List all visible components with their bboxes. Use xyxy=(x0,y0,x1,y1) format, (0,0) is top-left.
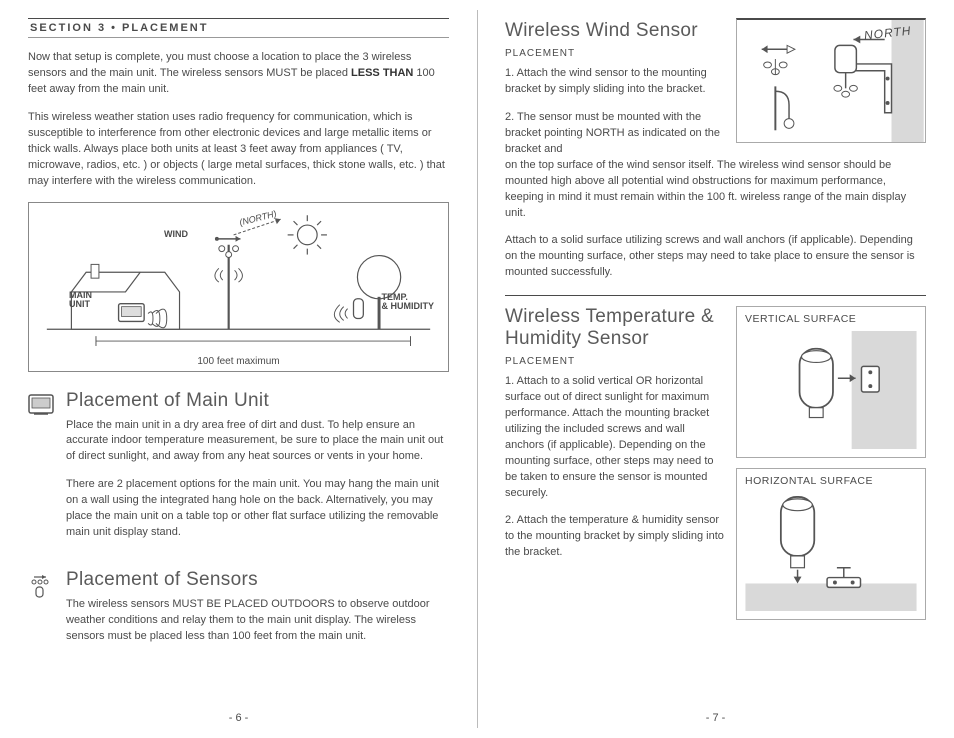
sensors-section: Placement of Sensors The wireless sensor… xyxy=(28,569,449,657)
wind-p2b: on the top surface of the wind sensor it… xyxy=(505,158,926,222)
main-unit-heading: Placement of Main Unit xyxy=(66,390,449,412)
intro1-bold: LESS THAN xyxy=(351,67,413,79)
main-unit-icon xyxy=(28,390,56,554)
temphum-p1: 1. Attach to a solid vertical OR horizon… xyxy=(505,374,724,502)
horizontal-surface-label: HORIZONTAL SURFACE xyxy=(745,475,917,488)
section-header: SECTION 3 • PLACEMENT xyxy=(28,18,449,38)
wind-placement-label: PLACEMENT xyxy=(505,48,724,59)
vertical-surface-label: VERTICAL SURFACE xyxy=(745,313,917,326)
main-unit-p2: There are 2 placement options for the ma… xyxy=(66,477,449,541)
main-unit-p1: Place the main unit in a dry area free o… xyxy=(66,418,449,466)
horizontal-surface-illustration: HORIZONTAL SURFACE xyxy=(736,468,926,620)
temp-humidity-section: Wireless Temperature & Humidity Sensor P… xyxy=(505,306,926,620)
sensors-icon xyxy=(28,569,56,657)
main-unit-section: Placement of Main Unit Place the main un… xyxy=(28,390,449,554)
temphum-placement-label: PLACEMENT xyxy=(505,356,724,367)
diagram-distance-label: 100 feet maximum xyxy=(29,356,448,367)
wind-p1: 1. Attach the wind sensor to the mountin… xyxy=(505,66,724,98)
diagram-mainunit-label: MAIN UNIT xyxy=(69,291,92,311)
page-right: Wireless Wind Sensor PLACEMENT 1. Attach… xyxy=(477,0,954,738)
diagram-temp-label: TEMP. & HUMIDITY xyxy=(382,293,435,313)
vertical-surface-illustration: VERTICAL SURFACE xyxy=(736,306,926,458)
temphum-p2: 2. Attach the temperature & humidity sen… xyxy=(505,513,724,561)
sensors-p1: The wireless sensors MUST BE PLACED OUTD… xyxy=(66,597,449,645)
intro-paragraph-2: This wireless weather station uses radio… xyxy=(28,110,449,190)
wind-p2a: 2. The sensor must be mounted with the b… xyxy=(505,110,724,158)
sensors-heading: Placement of Sensors xyxy=(66,569,449,591)
wind-p3: Attach to a solid surface utilizing scre… xyxy=(505,233,926,281)
section-divider xyxy=(505,295,926,296)
placement-diagram: WIND (NORTH) MAIN UNIT TEMP. & HUMIDITY … xyxy=(28,202,449,372)
wind-heading: Wireless Wind Sensor xyxy=(505,20,724,42)
page-number-left: - 6 - xyxy=(0,712,477,724)
wind-sensor-section: Wireless Wind Sensor PLACEMENT 1. Attach… xyxy=(505,18,926,158)
page-number-right: - 7 - xyxy=(477,712,954,724)
page-left: SECTION 3 • PLACEMENT Now that setup is … xyxy=(0,0,477,738)
intro-paragraph-1: Now that setup is complete, you must cho… xyxy=(28,50,449,98)
wind-sensor-illustration: NORTH xyxy=(736,18,926,143)
diagram-wind-label: WIND xyxy=(164,229,188,239)
temphum-heading: Wireless Temperature & Humidity Sensor xyxy=(505,306,724,350)
